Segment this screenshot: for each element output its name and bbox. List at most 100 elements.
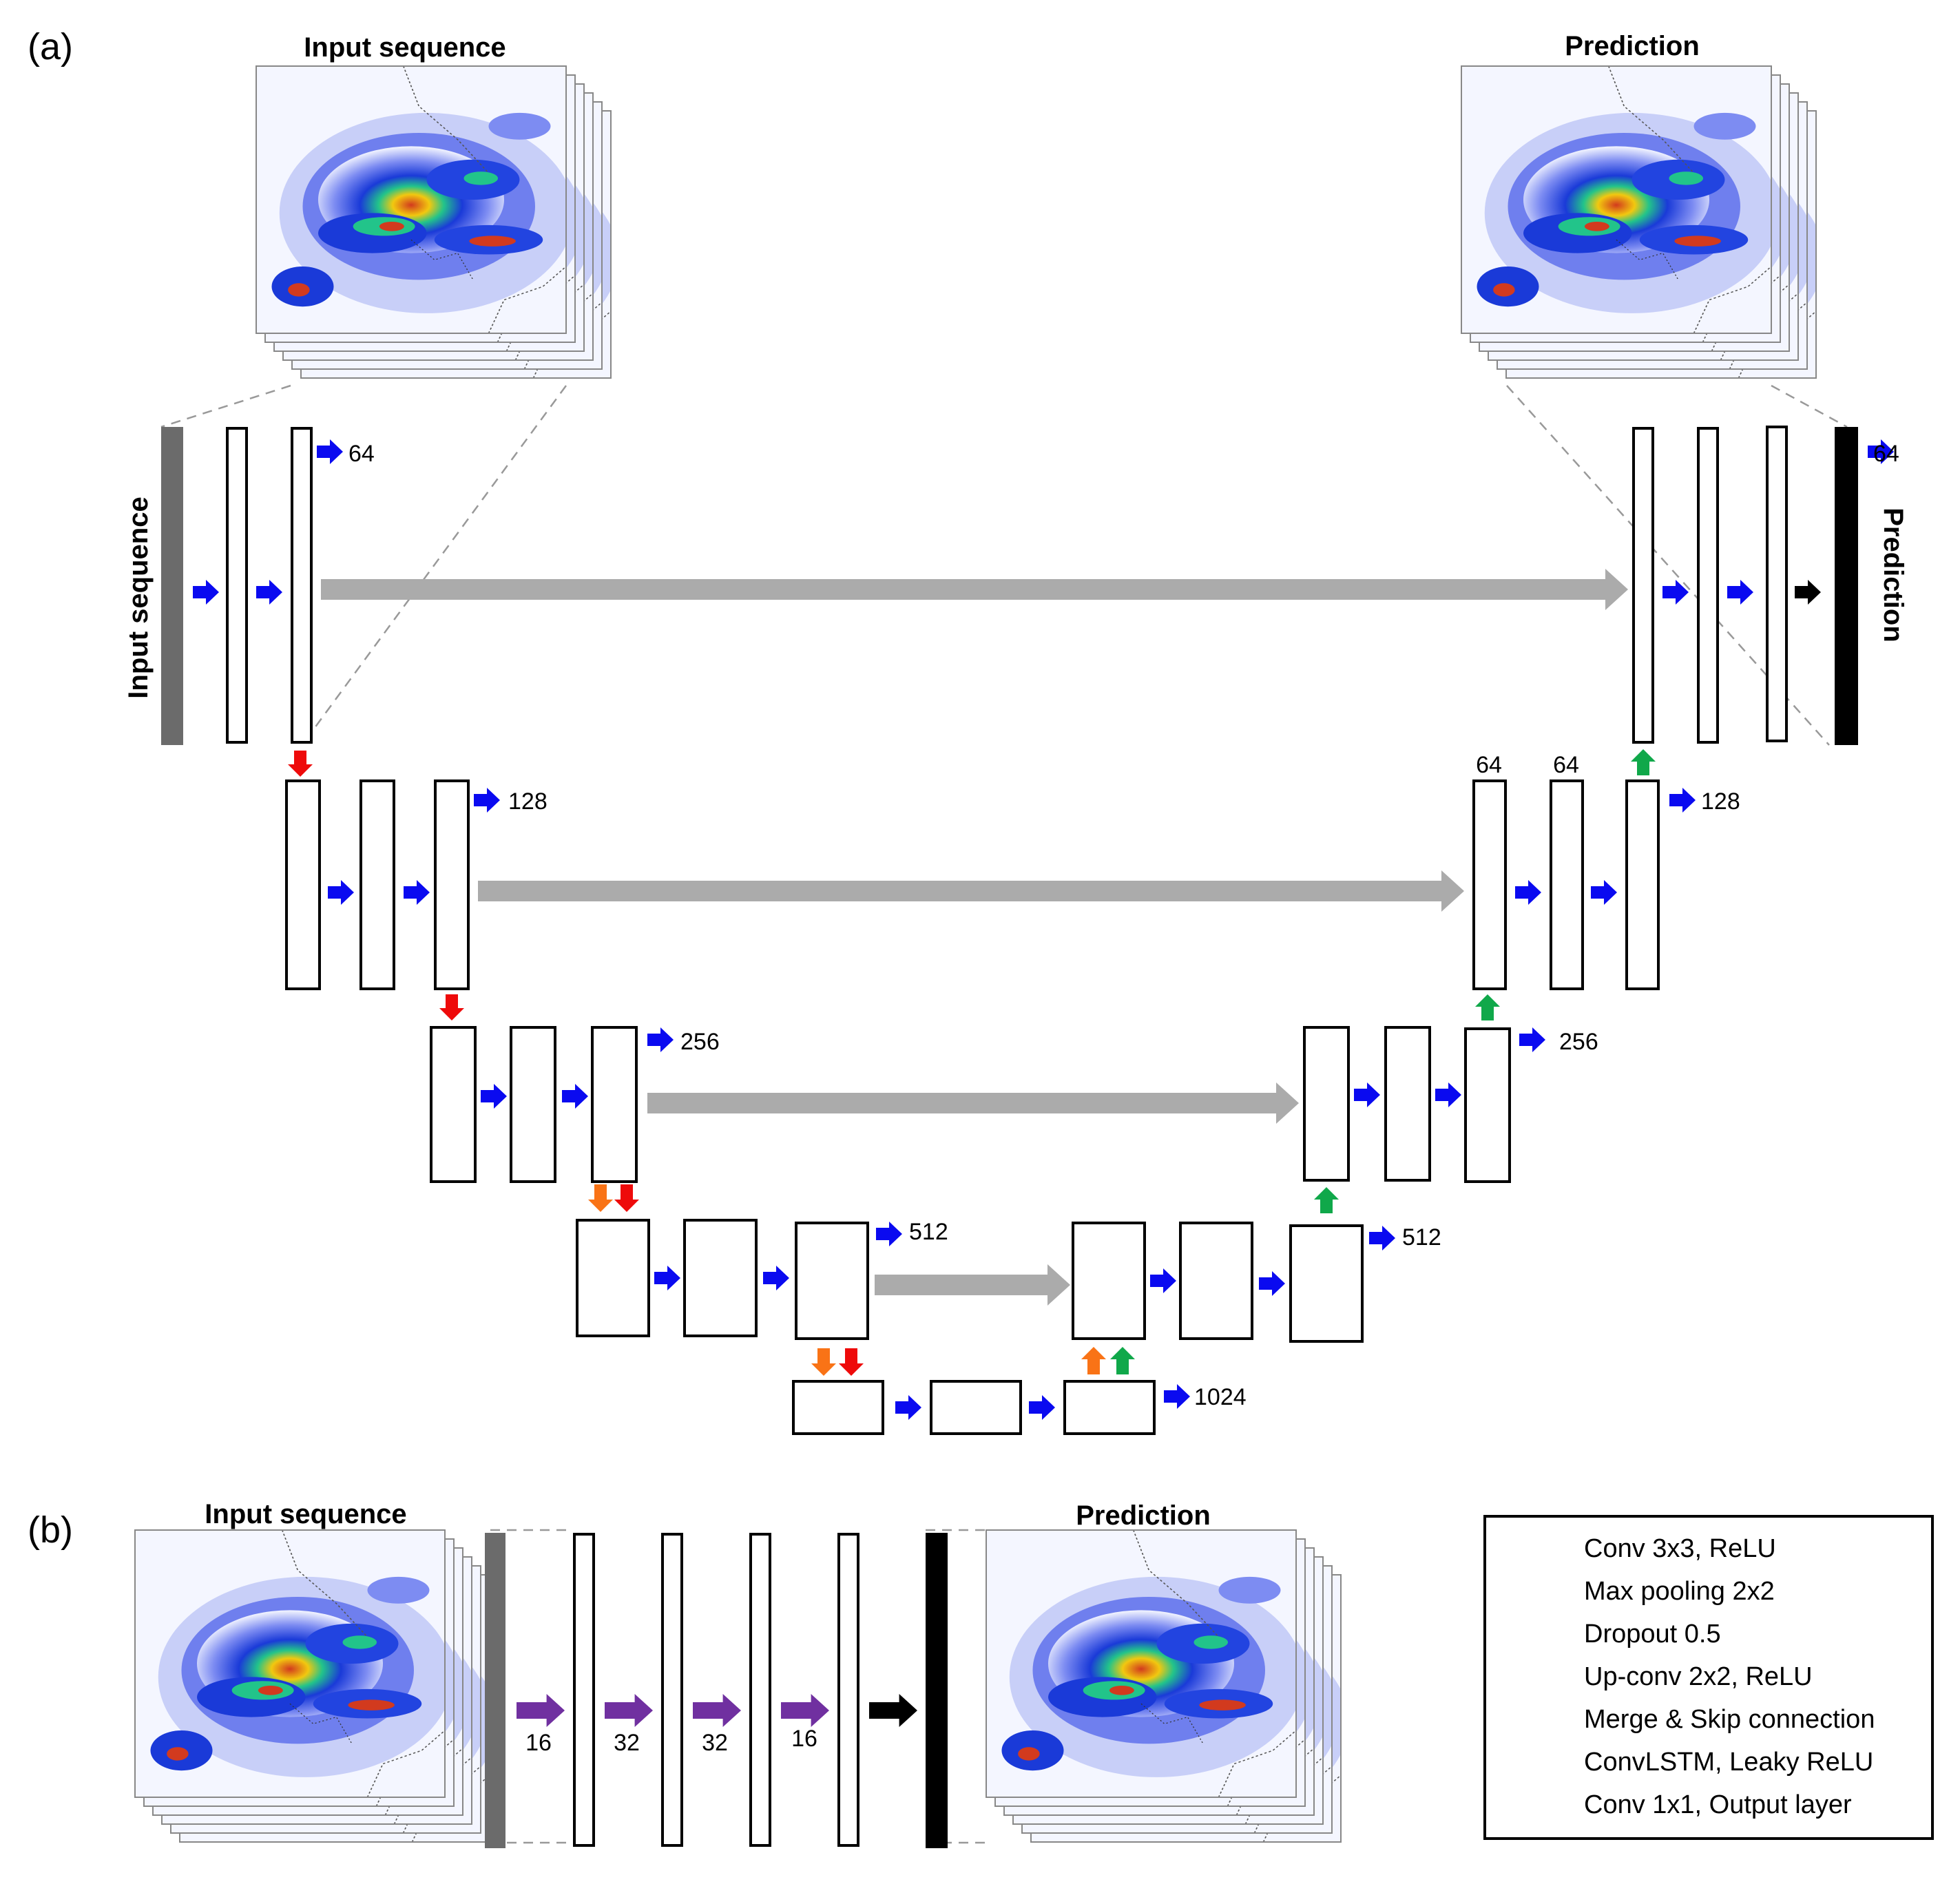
convlstm-arrow	[605, 1694, 653, 1727]
output-conv-arrow	[869, 1694, 917, 1727]
conv-arrow	[256, 580, 282, 605]
conv-arrow	[1519, 1027, 1545, 1052]
decoder-level3-box	[1384, 1026, 1431, 1182]
legend-label: Conv 3x3, ReLU	[1584, 1534, 1776, 1563]
panel-label-b: (b)	[28, 1509, 73, 1551]
input-sequence-bar	[161, 427, 183, 745]
conv-arrow	[404, 880, 430, 905]
legend-label: Conv 1x1, Output layer	[1584, 1790, 1852, 1819]
decoder-level2-box	[1550, 779, 1584, 990]
channel-label-enc-512: 512	[909, 1219, 948, 1245]
title-a-prediction: Prediction	[1565, 31, 1700, 61]
decoder-level1-box	[1632, 427, 1654, 744]
convlstm-channel-2: 32	[614, 1730, 640, 1756]
convlstm-arrow	[781, 1694, 829, 1727]
channel-label-bottleneck-1024: 1024	[1194, 1384, 1247, 1410]
convlstm-layer-box	[749, 1533, 771, 1847]
conv-arrow	[1515, 880, 1541, 905]
skip-connection-arrow	[478, 870, 1464, 912]
encoder-level3-box	[430, 1026, 477, 1183]
conv-arrow	[1591, 880, 1617, 905]
conv-arrow	[193, 580, 219, 605]
conv-arrow	[1029, 1395, 1055, 1420]
up-conv-arrow	[1631, 749, 1656, 775]
convlstm-layer-box	[661, 1533, 683, 1847]
decoder-level1-box	[1766, 426, 1788, 742]
prediction-bar	[1835, 427, 1858, 745]
conv-arrow	[1662, 580, 1689, 605]
title-a-input: Input sequence	[304, 32, 505, 63]
conv-arrow	[654, 1266, 680, 1290]
input-stack-b	[134, 1529, 490, 1843]
side-label-prediction: Prediction	[1878, 507, 1908, 642]
panel-label-a: (a)	[28, 26, 73, 67]
conv-arrow	[317, 439, 343, 464]
decoder-level1-box	[1697, 427, 1719, 744]
convlstm-input-bar	[485, 1533, 505, 1848]
encoder-level3-box	[510, 1026, 556, 1183]
channel-label-enc-64: 64	[348, 441, 375, 467]
encoder-level4-box	[576, 1219, 650, 1337]
dropout-arrow	[811, 1348, 836, 1376]
conv-arrow	[1259, 1271, 1285, 1296]
skip-connection-arrow	[647, 1082, 1299, 1124]
bottleneck-box	[1063, 1380, 1156, 1435]
input-stack-b-frame	[135, 1530, 445, 1797]
up-conv-arrow	[1314, 1187, 1339, 1213]
encoder-level2-box	[359, 779, 395, 990]
up-conv-arrow	[1110, 1347, 1135, 1374]
radar-image-stacks	[134, 65, 1817, 1843]
channel-label-enc-256: 256	[680, 1029, 720, 1055]
projection-line	[302, 385, 567, 744]
channel-label-dec-top-64-b: 64	[1553, 752, 1579, 778]
input-stack-b-frame-border	[134, 1529, 446, 1798]
conv-arrow	[763, 1266, 789, 1290]
side-label-input: Input sequence	[123, 496, 154, 698]
prediction-stack-a	[1461, 65, 1817, 379]
conv-arrow	[1868, 439, 1894, 464]
max-pool-arrow	[614, 1184, 639, 1212]
bottleneck-box	[792, 1380, 884, 1435]
convlstm-arrow	[693, 1694, 741, 1727]
conv-arrow	[1369, 1226, 1395, 1250]
legend-label: Dropout 0.5	[1584, 1620, 1721, 1648]
convlstm-channel-3: 32	[702, 1730, 728, 1756]
encoder-level3-box	[591, 1026, 638, 1183]
input-stack-a-frame-border	[256, 65, 567, 334]
title-b-prediction: Prediction	[1076, 1500, 1211, 1531]
conv-arrow	[481, 1084, 507, 1109]
encoder-level1-box	[291, 427, 313, 744]
output-conv-arrow	[1795, 580, 1821, 605]
channel-label-enc-128: 128	[508, 788, 548, 815]
convlstm-channel-1: 16	[525, 1730, 552, 1756]
decoder-level2-box	[1625, 779, 1660, 990]
title-b-input: Input sequence	[205, 1499, 406, 1529]
skip-connection-arrow	[875, 1264, 1070, 1306]
legend-frame	[1483, 1515, 1934, 1840]
max-pool-arrow	[439, 994, 464, 1020]
layer-boxes	[161, 426, 1858, 1848]
prediction-stack-a-frame-border	[1461, 65, 1772, 334]
decoder-level3-box	[1303, 1026, 1350, 1182]
channel-label-dec-top-64-a: 64	[1476, 752, 1502, 778]
bottleneck-box	[930, 1380, 1022, 1435]
up-conv-arrow	[1475, 994, 1500, 1020]
conv-arrow	[474, 788, 500, 813]
input-stack-a	[256, 65, 612, 379]
conv-arrow	[895, 1395, 921, 1420]
dropout-arrow	[1081, 1347, 1106, 1374]
decoder-level4-box	[1179, 1222, 1253, 1340]
conv-arrow	[562, 1084, 588, 1109]
legend-label: Up-conv 2x2, ReLU	[1584, 1662, 1813, 1691]
channel-label-dec-128: 128	[1701, 788, 1740, 815]
convlstm-arrow	[517, 1694, 565, 1727]
channel-label-dec-512: 512	[1402, 1224, 1441, 1250]
convlstm-output-bar	[926, 1533, 948, 1848]
prediction-stack-b	[986, 1529, 1342, 1843]
projection-line	[1771, 384, 1848, 428]
decoder-level4-box	[1289, 1224, 1364, 1343]
channel-label-dec-256: 256	[1559, 1029, 1598, 1055]
conv-arrow	[647, 1027, 674, 1052]
encoder-level1-box	[226, 427, 248, 744]
